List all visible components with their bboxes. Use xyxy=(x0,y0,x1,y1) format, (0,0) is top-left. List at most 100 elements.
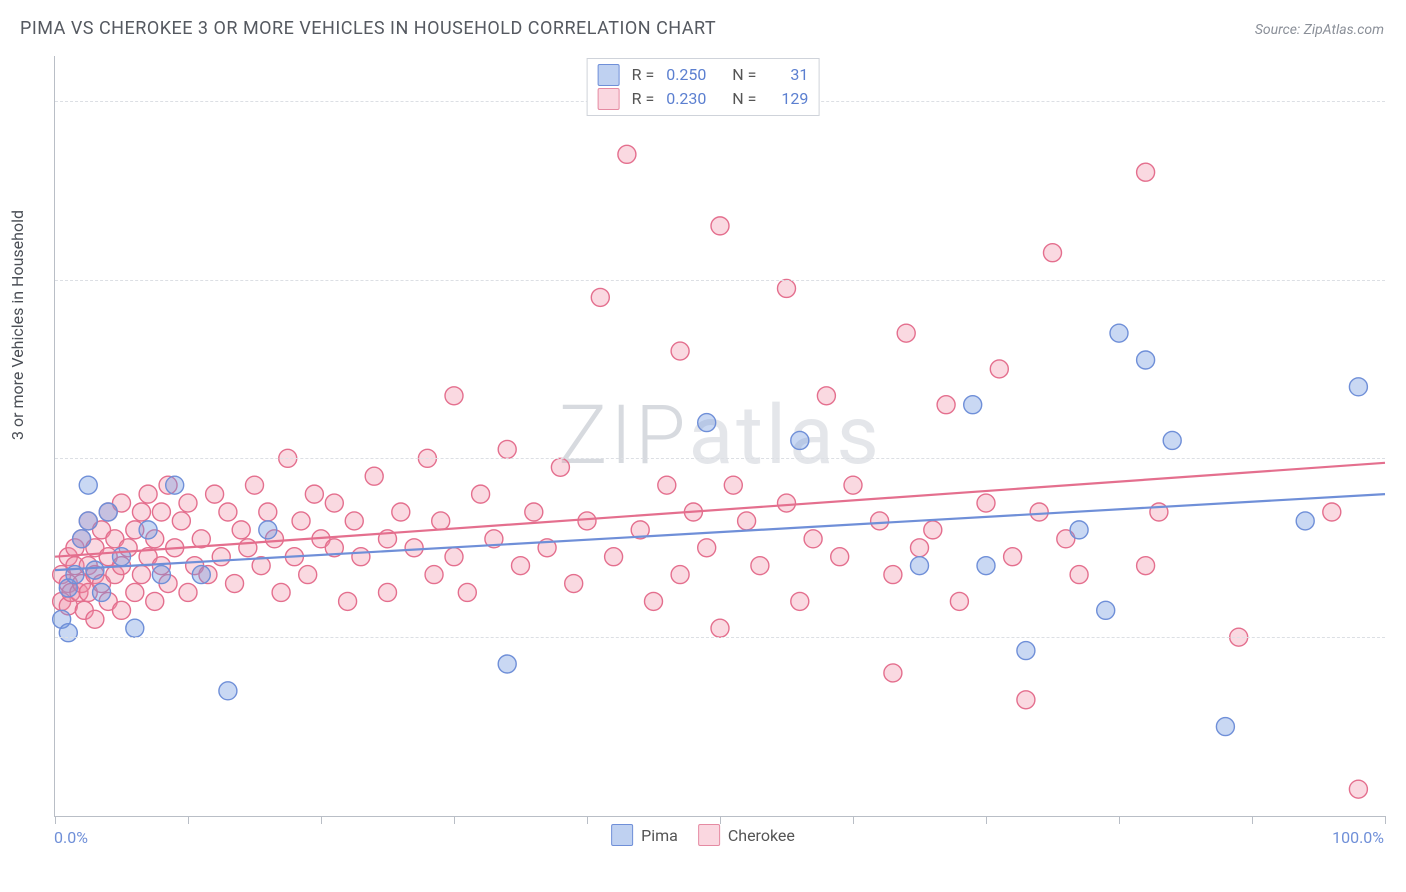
cherokee-point xyxy=(512,557,530,575)
pima-point xyxy=(99,503,117,521)
cherokee-point xyxy=(844,476,862,494)
cherokee-point xyxy=(1070,566,1088,584)
cherokee-point xyxy=(299,566,317,584)
cherokee-point xyxy=(472,485,490,503)
cherokee-point xyxy=(445,548,463,566)
pima-point xyxy=(86,561,104,579)
pima-point xyxy=(498,655,516,673)
pima-point xyxy=(192,566,210,584)
pima-point xyxy=(1070,521,1088,539)
x-tick xyxy=(986,816,987,824)
pima-point xyxy=(126,619,144,637)
cherokee-point xyxy=(86,610,104,628)
legend-r-value: 0.250 xyxy=(666,63,720,87)
cherokee-point xyxy=(871,512,889,530)
cherokee-point xyxy=(212,548,230,566)
legend-label: Cherokee xyxy=(728,826,795,845)
cherokee-point xyxy=(724,476,742,494)
cherokee-point xyxy=(113,601,131,619)
pima-point xyxy=(1097,601,1115,619)
cherokee-point xyxy=(152,503,170,521)
pima-point xyxy=(113,548,131,566)
pima-point xyxy=(1137,351,1155,369)
cherokee-point xyxy=(179,494,197,512)
cherokee-point xyxy=(605,548,623,566)
pima-point xyxy=(1216,718,1234,736)
cherokee-point xyxy=(259,503,277,521)
source-prefix: Source: xyxy=(1255,22,1304,38)
legend-label: Pima xyxy=(641,826,678,845)
cherokee-point xyxy=(432,512,450,530)
pima-point xyxy=(911,557,929,575)
pima-point xyxy=(219,682,237,700)
chart-container: PIMA VS CHEROKEE 3 OR MORE VEHICLES IN H… xyxy=(0,0,1406,892)
cherokee-point xyxy=(352,548,370,566)
x-tick xyxy=(1252,816,1253,824)
x-tick xyxy=(853,816,854,824)
cherokee-point xyxy=(897,324,915,342)
cherokee-point xyxy=(977,494,995,512)
pima-point xyxy=(791,431,809,449)
legend-n-label: N = xyxy=(732,87,756,111)
legend-swatch-pink xyxy=(598,88,620,110)
legend-r-label: R = xyxy=(632,87,655,111)
cherokee-point xyxy=(711,217,729,235)
source-link[interactable]: ZipAtlas.com xyxy=(1304,22,1384,38)
cherokee-point xyxy=(325,494,343,512)
cherokee-point xyxy=(1017,691,1035,709)
legend-swatch-blue xyxy=(611,824,633,846)
legend-n-label: N = xyxy=(732,63,756,87)
pima-point xyxy=(964,396,982,414)
cherokee-point xyxy=(146,592,164,610)
pima-point xyxy=(1349,378,1367,396)
gridline-h xyxy=(55,637,1385,638)
cherokee-point xyxy=(1349,780,1367,798)
cherokee-point xyxy=(791,592,809,610)
pima-point xyxy=(73,530,91,548)
pima-point xyxy=(698,414,716,432)
x-tick xyxy=(1119,816,1120,824)
scatter-svg xyxy=(55,56,1385,816)
cherokee-point xyxy=(445,387,463,405)
source-attribution: Source: ZipAtlas.com xyxy=(1255,22,1384,38)
cherokee-point xyxy=(671,566,689,584)
x-tick xyxy=(587,816,588,824)
x-tick xyxy=(454,816,455,824)
legend-swatch-blue xyxy=(598,64,620,86)
cherokee-point xyxy=(671,342,689,360)
legend-swatch-pink xyxy=(698,824,720,846)
cherokee-point xyxy=(206,485,224,503)
x-tick xyxy=(55,816,56,824)
cherokee-point xyxy=(884,566,902,584)
legend-row: R =0.250N =31 xyxy=(598,63,809,87)
legend-row: R = 0.230 N = 129 xyxy=(598,87,809,111)
cherokee-point xyxy=(950,592,968,610)
cherokee-point xyxy=(139,485,157,503)
cherokee-point xyxy=(618,145,636,163)
cherokee-point xyxy=(132,566,150,584)
gridline-h xyxy=(55,280,1385,281)
cherokee-point xyxy=(232,521,250,539)
legend-correlation: R =0.250N =31R =0.230N =129 xyxy=(587,58,820,116)
cherokee-point xyxy=(365,467,383,485)
cherokee-point xyxy=(339,592,357,610)
pima-point xyxy=(1163,431,1181,449)
cherokee-point xyxy=(778,494,796,512)
legend-n-value: 129 xyxy=(768,87,808,111)
cherokee-point xyxy=(911,539,929,557)
cherokee-point xyxy=(179,583,197,601)
legend-series: Pima Cherokee xyxy=(611,824,795,846)
pima-point xyxy=(977,557,995,575)
x-tick xyxy=(321,816,322,824)
cherokee-point xyxy=(817,387,835,405)
cherokee-point xyxy=(778,279,796,297)
cherokee-point xyxy=(272,583,290,601)
cherokee-point xyxy=(219,503,237,521)
cherokee-point xyxy=(379,583,397,601)
cherokee-point xyxy=(831,548,849,566)
legend-r-value: 0.230 xyxy=(666,87,720,111)
cherokee-point xyxy=(132,503,150,521)
pima-point xyxy=(79,476,97,494)
pima-point xyxy=(93,583,111,601)
x-tick xyxy=(1385,816,1386,824)
